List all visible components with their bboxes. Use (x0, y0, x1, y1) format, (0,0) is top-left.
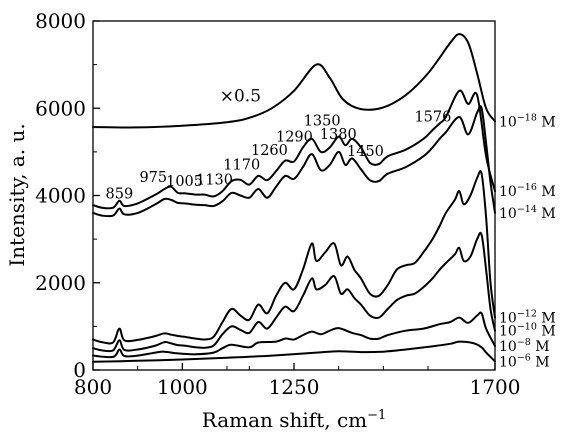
concentration-label-2: 10−14 M (499, 204, 556, 222)
concentration-label-6: 10−6 M (499, 352, 550, 370)
x-tick-label: 800 (74, 375, 112, 399)
x-tick-label: 1700 (470, 375, 521, 399)
concentration-label-5: 10−8 M (499, 337, 550, 355)
peak-label-1005: 1005 (166, 174, 203, 190)
x-axis-title: Raman shift, cm−1 (202, 408, 387, 432)
series-line-6 (92, 340, 496, 363)
y-tick-label: 4000 (35, 184, 86, 208)
peak-label-1130: 1130 (196, 173, 233, 189)
peak-label-975: 975 (139, 170, 167, 186)
y-axis-title: Intensity, a. u. (5, 123, 29, 266)
peak-label-1260: 1260 (251, 143, 288, 159)
peak-label-1170: 1170 (223, 157, 260, 173)
ticks-layer: 800 1000 1250 1700 0 2000 4000 6000 8000 (35, 9, 520, 399)
x-axis-title-text: Raman shift, cm (202, 408, 367, 432)
series-line-1 (92, 89, 496, 210)
x-tick-label: 1250 (269, 375, 320, 399)
series-line-4 (92, 231, 496, 353)
scale-factor-label: ×0.5 (220, 87, 261, 107)
y-tick-label: 2000 (35, 271, 86, 295)
x-tick-label: 1000 (157, 375, 208, 399)
peak-label-859: 859 (106, 187, 134, 203)
y-tick-label: 6000 (35, 96, 86, 120)
concentration-label-1: 10−16 M (499, 182, 556, 200)
series-layer (92, 33, 496, 363)
concentration-labels: 10−18 M 10−16 M 10−14 M 10−12 M10−10 M10−8 … (499, 112, 556, 370)
series-line-3 (92, 170, 496, 345)
series-line-0 (92, 33, 496, 129)
peak-label-1576: 1576 (414, 109, 451, 125)
y-tick-label: 0 (73, 358, 86, 382)
series-line-5 (92, 311, 496, 359)
concentration-label-4: 10−10 M (499, 322, 556, 340)
peak-label-1350: 1350 (304, 113, 341, 129)
peak-label-1450: 1450 (347, 144, 384, 160)
series-line-2 (92, 105, 496, 218)
peak-label-1290: 1290 (276, 129, 313, 145)
concentration-label-0: 10−18 M (499, 112, 556, 130)
x-axis-title-sup: −1 (367, 408, 386, 423)
concentration-label-3: 10−12 M (499, 309, 556, 327)
peak-label-1380: 1380 (320, 127, 357, 143)
y-tick-label: 8000 (35, 9, 86, 33)
